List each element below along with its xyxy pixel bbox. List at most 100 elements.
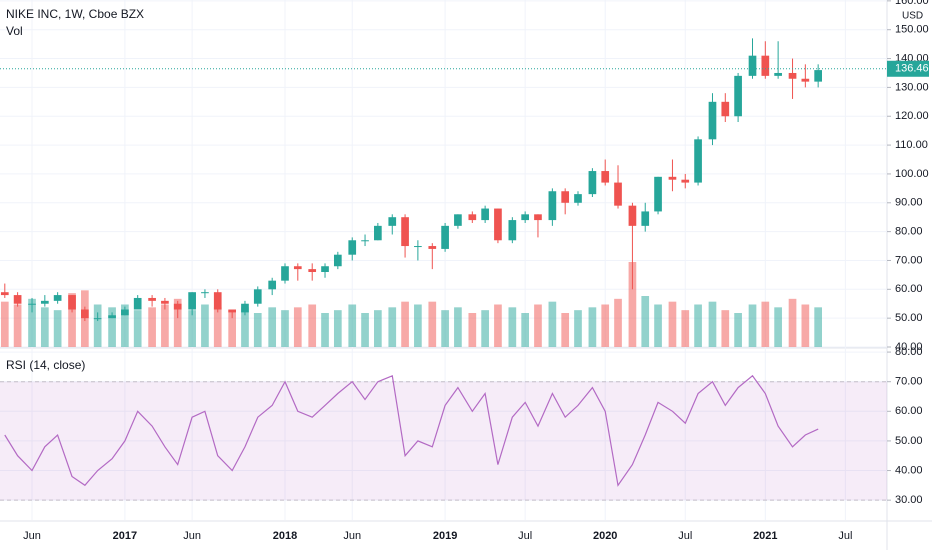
candle-body [81,309,89,319]
candle-body [508,220,517,241]
volume-bar [333,310,342,347]
candle-body [494,208,502,241]
volume-bar [814,307,822,347]
volume-bar [40,307,49,347]
x-tick-label: Jun [23,530,41,542]
candle-body [281,266,289,281]
volume-bar [13,304,22,347]
volume-bar [788,298,797,347]
rsi-label: RSI (14, close) [6,358,85,372]
last-price-box [887,60,929,77]
y-tick-label: 40.00 [895,464,923,476]
candle-body [121,309,129,316]
volume-bar [694,304,702,347]
candle-body [374,225,382,241]
y-tick-label: 60.00 [895,405,923,417]
volume-bar [494,304,502,347]
volume-bar [388,307,397,347]
candle-body [468,214,477,221]
volume-bar [708,301,717,347]
candle-body [253,289,262,304]
rsi-band [0,381,887,501]
candle-body [534,214,542,221]
volume-bar [681,310,690,347]
candle-body [28,303,36,305]
x-tick-label: 2017 [113,530,137,542]
volume-bar [521,313,529,347]
candle-body [348,240,357,255]
volume-bar [253,313,262,347]
y-tick-label: 110.00 [895,139,928,151]
candle-body [40,300,49,304]
x-tick-label: 2018 [273,530,297,542]
volume-bar [108,307,116,347]
chart-title: NIKE INC, 1W, Cboe BZX [6,7,144,21]
candle-body [228,309,236,313]
candle-body [388,217,397,226]
volume-bar [121,304,129,347]
candle-body [668,176,677,180]
candle-body [401,217,409,247]
candle-body [321,266,329,273]
candle-body [521,214,529,221]
candle-body [53,295,62,301]
volume-bar [0,301,9,347]
candle-body [574,194,582,203]
y-tick-label: 140.00 [895,52,929,64]
volume-bar [321,313,329,347]
candle-body [108,315,116,319]
y-tick-label: 80.00 [895,346,923,358]
y-tick-label: 150.00 [895,24,929,36]
y-tick-label: 30.00 [895,494,923,506]
volume-bar [454,307,462,347]
candle-body [173,303,182,310]
candle-body [694,139,702,183]
candle-body [761,55,770,76]
volume-bar [28,298,36,347]
volume-bar [133,310,142,347]
y-tick-label: 90.00 [895,197,923,209]
candle-body [548,191,557,221]
candle-body [414,246,422,248]
volume-bar [628,262,637,347]
volume-bar [534,304,542,347]
candle-body [588,171,597,195]
x-tick-label: Jun [183,530,201,542]
volume-bar [734,313,742,347]
candle-body [241,303,249,313]
volume-bar [293,307,302,347]
volume-bar [614,298,622,347]
candle-body [748,55,757,76]
y-tick-label: 100.00 [895,168,929,180]
candle-body [654,176,662,212]
candle-body [601,171,610,183]
volume-bar [161,304,169,347]
candle-body [708,101,717,140]
volume-bar [601,304,610,347]
candle-body [188,292,196,310]
y-tick-label: 160.00 [895,0,929,7]
candle-body [148,297,156,301]
volume-bar [281,310,289,347]
volume-bar [668,301,677,347]
volume-bar [574,310,582,347]
volume-bar [93,304,102,347]
volume-bar [188,310,196,347]
candle-body [333,254,342,267]
candle-body [428,246,437,249]
marks [0,38,887,501]
volume-bar [548,301,557,347]
candle-body [201,292,209,294]
volume-bar [588,307,597,347]
volume-bar [721,310,730,347]
candle-body [681,179,690,183]
volume-bar [268,307,277,347]
volume-label: Vol [6,24,23,38]
candle-body [361,240,369,242]
candle-body [614,182,622,206]
volume-bar [761,301,770,347]
volume-bar [308,304,317,347]
candle-body [628,205,637,226]
y-tick-label: 50.00 [895,312,923,324]
y-tick-label: 70.00 [895,254,923,266]
